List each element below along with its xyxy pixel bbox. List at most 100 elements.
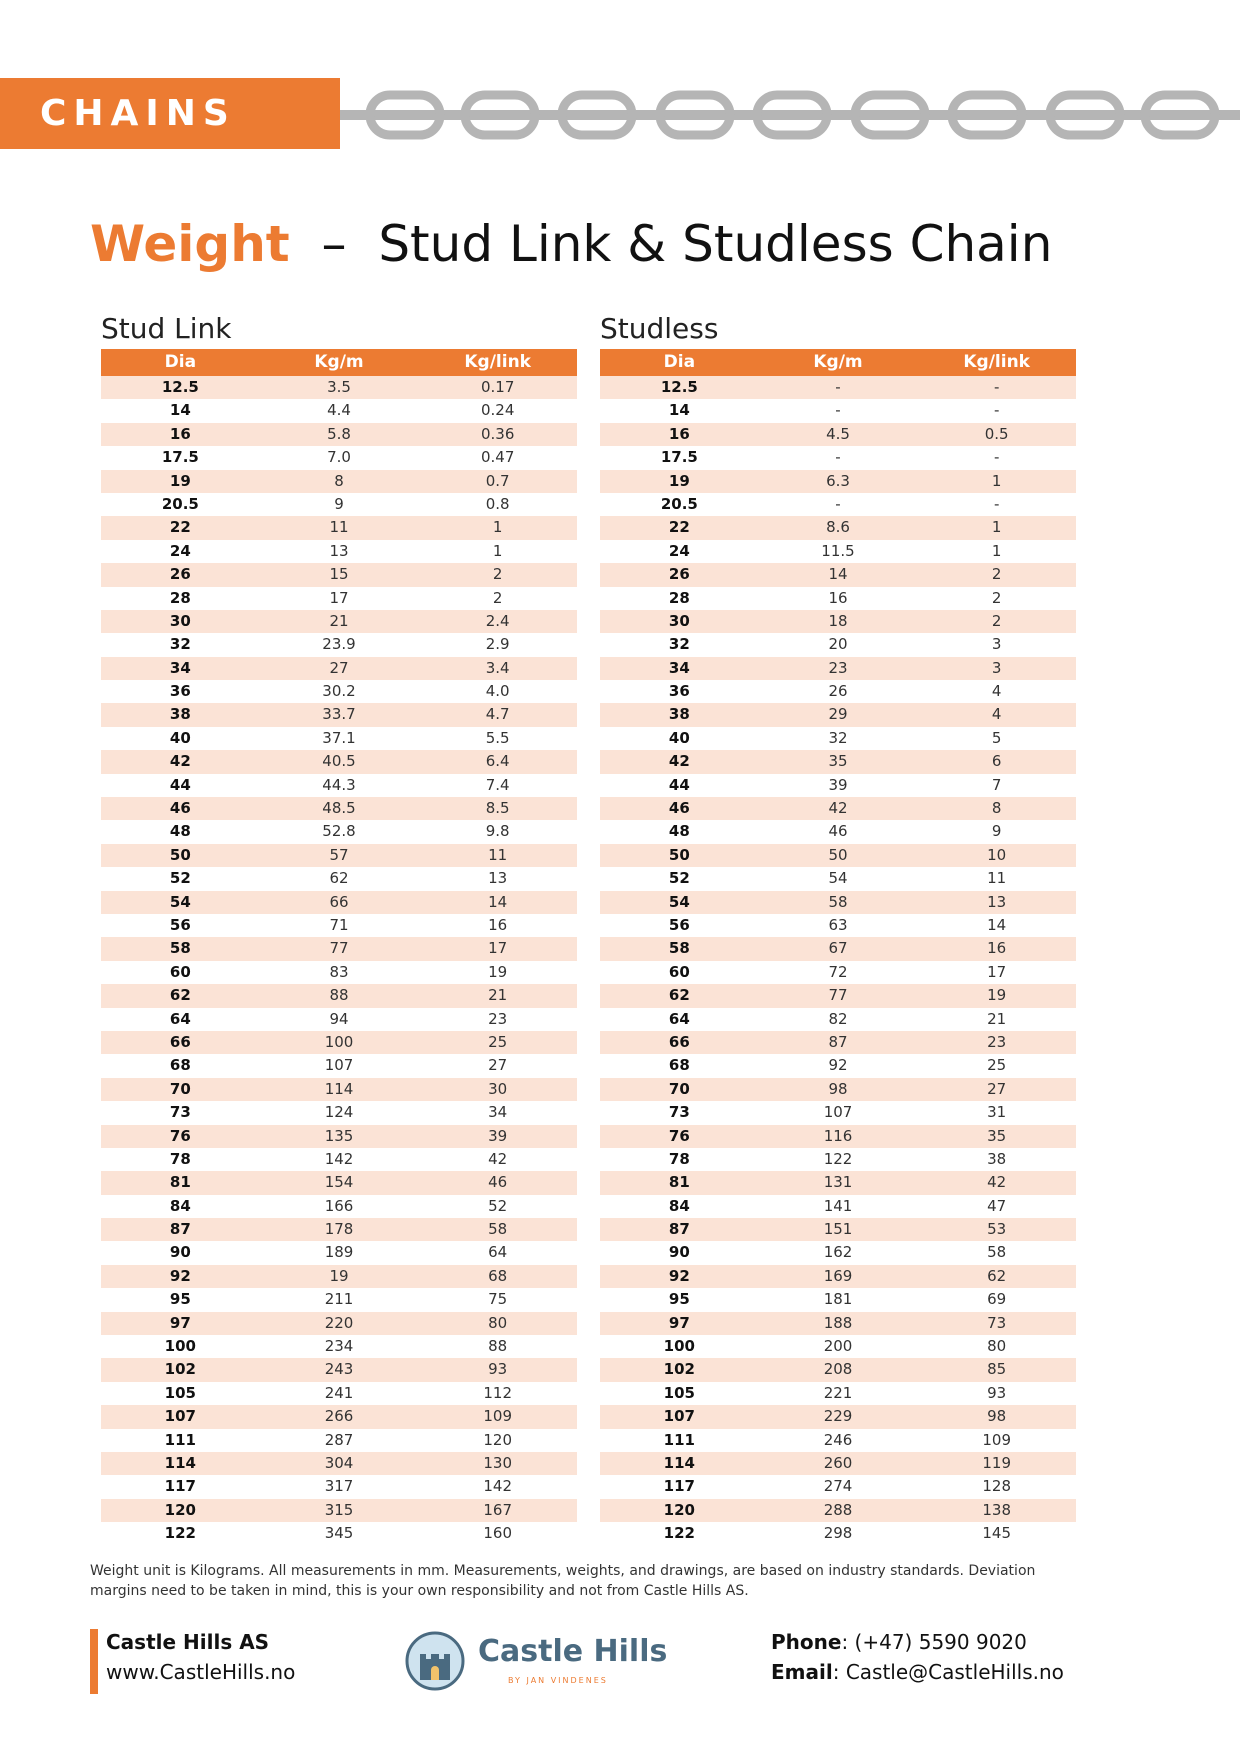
- table-cell: 4: [991, 682, 1002, 701]
- data-table: Dia Kg/m Kg/link 12.5- -14- -16 4.5 0.5 17.5- -19…: [600, 349, 1076, 1546]
- table-cell: 22: [169, 518, 191, 537]
- table-cell: -: [993, 448, 1000, 467]
- table-cell: 35: [987, 1126, 1007, 1145]
- table-cell: 46: [488, 1173, 508, 1192]
- table-cell: 20.5: [660, 494, 698, 513]
- table-cell: 260: [823, 1453, 853, 1472]
- table-cell: 0.7: [485, 471, 510, 490]
- table-cell: 44.3: [322, 775, 356, 794]
- column-header: Dia: [164, 352, 197, 372]
- table-cell: 73: [987, 1313, 1007, 1332]
- table-cell: 6.4: [485, 752, 510, 771]
- table-cell: 34: [169, 658, 191, 677]
- table-cell: 28: [169, 588, 191, 607]
- table-cell: 142: [324, 1149, 354, 1168]
- table-cell: 18: [828, 611, 848, 630]
- table-cell: 100: [324, 1032, 354, 1051]
- table-cell: 128: [982, 1477, 1011, 1496]
- table-cell: 1: [492, 541, 503, 560]
- table-row: 117 274 128: [600, 1475, 1076, 1498]
- table-cell: 34: [488, 1103, 508, 1122]
- table-row: 100 234 88: [101, 1335, 577, 1358]
- table-cell: 67: [828, 939, 848, 958]
- table-row: 95 181 69: [600, 1288, 1076, 1311]
- table-cell: 124: [324, 1103, 354, 1122]
- table-cell: 19: [987, 986, 1007, 1005]
- column-header: Kg/m: [813, 352, 863, 372]
- table-cell: 60: [668, 962, 690, 981]
- section-label: CHAINS: [0, 78, 340, 149]
- table-cell: 9.8: [485, 822, 510, 841]
- table-cell: 208: [823, 1360, 853, 1379]
- table-row: 58 67 16: [600, 937, 1076, 961]
- table-cell: 130: [483, 1453, 512, 1472]
- table-row: 90 162 58: [600, 1241, 1076, 1264]
- table-cell: 93: [987, 1383, 1007, 1402]
- table-cell: 50: [668, 845, 690, 864]
- table-cell: 16: [668, 424, 690, 443]
- table-row: 70 98 27: [600, 1077, 1076, 1102]
- table-row: 107 229 98: [600, 1405, 1076, 1429]
- table-cell: 120: [483, 1430, 512, 1449]
- table-row: 22 8.6 1: [600, 516, 1076, 540]
- table-cell: 85: [987, 1360, 1007, 1379]
- table-row: 87 151 53: [600, 1218, 1076, 1242]
- table-cell: 11: [329, 518, 349, 537]
- table-row: 17.5 - -: [600, 446, 1076, 469]
- table-cell: 14: [169, 401, 191, 420]
- table-cell: 17.5: [660, 448, 698, 467]
- table-cell: 50: [828, 845, 848, 864]
- phone-label: Phone: [771, 1630, 842, 1654]
- table-cell: 266: [324, 1407, 354, 1426]
- table-cell: 100: [663, 1337, 695, 1356]
- table-cell: 98: [987, 1407, 1007, 1426]
- table-cell: 46: [169, 799, 191, 818]
- table-row: 38 29 4: [600, 703, 1076, 727]
- table-row: 105 221 93: [600, 1382, 1076, 1405]
- table-cell: 1: [492, 518, 503, 537]
- table-cell: 58: [488, 1220, 508, 1239]
- table-cell: 95: [668, 1290, 690, 1309]
- table-cell: 100: [164, 1337, 196, 1356]
- table-cell: 8.5: [485, 799, 510, 818]
- table-cell: 122: [823, 1149, 853, 1168]
- table-cell: 345: [324, 1524, 354, 1543]
- table-cell: 287: [324, 1430, 354, 1449]
- table-cell: 38: [987, 1149, 1007, 1168]
- table-cell: 87: [169, 1220, 191, 1239]
- table-cell: 92: [828, 1056, 848, 1075]
- table-cell: 27: [488, 1056, 508, 1075]
- table-row: 12.5 3.5 0.17: [101, 376, 577, 400]
- table-row: 78 122 38: [600, 1148, 1076, 1171]
- column-header: Dia: [663, 352, 696, 372]
- table-cell: 151: [823, 1220, 853, 1239]
- table-row: 68 92 25: [600, 1054, 1076, 1077]
- table-cell: 243: [324, 1360, 354, 1379]
- chain-graphic: [340, 90, 1240, 140]
- table-cell: 1: [991, 471, 1002, 490]
- table-cell: 4.5: [826, 424, 850, 443]
- table-row: 122 345 160: [101, 1522, 577, 1545]
- table-row: 20.5 - -: [600, 493, 1076, 516]
- table-row: 64 82 21: [600, 1008, 1076, 1031]
- table-cell: 9: [334, 494, 344, 513]
- table-cell: 16: [488, 915, 508, 934]
- table-cell: 40.5: [322, 752, 356, 771]
- table-row: 26 15 2: [101, 563, 577, 587]
- table-cell: 58: [169, 939, 191, 958]
- table-cell: 17: [488, 939, 508, 958]
- table-cell: 77: [828, 986, 848, 1005]
- table-cell: 39: [488, 1126, 508, 1145]
- table-row: 14 4.4 0.24: [101, 399, 577, 422]
- table-cell: 75: [488, 1290, 508, 1309]
- table-row: 78 142 42: [101, 1148, 577, 1171]
- table-row: 97 220 80: [101, 1311, 577, 1336]
- table-cell: 23: [987, 1032, 1007, 1051]
- table-cell: 47: [987, 1196, 1007, 1215]
- table-cell: 80: [488, 1313, 508, 1332]
- table-cell: 241: [324, 1383, 354, 1402]
- table-cell: 13: [488, 869, 508, 888]
- table-row: 62 88 21: [101, 984, 577, 1008]
- table-cell: 84: [169, 1196, 191, 1215]
- table-row: 38 33.7 4.7: [101, 703, 577, 727]
